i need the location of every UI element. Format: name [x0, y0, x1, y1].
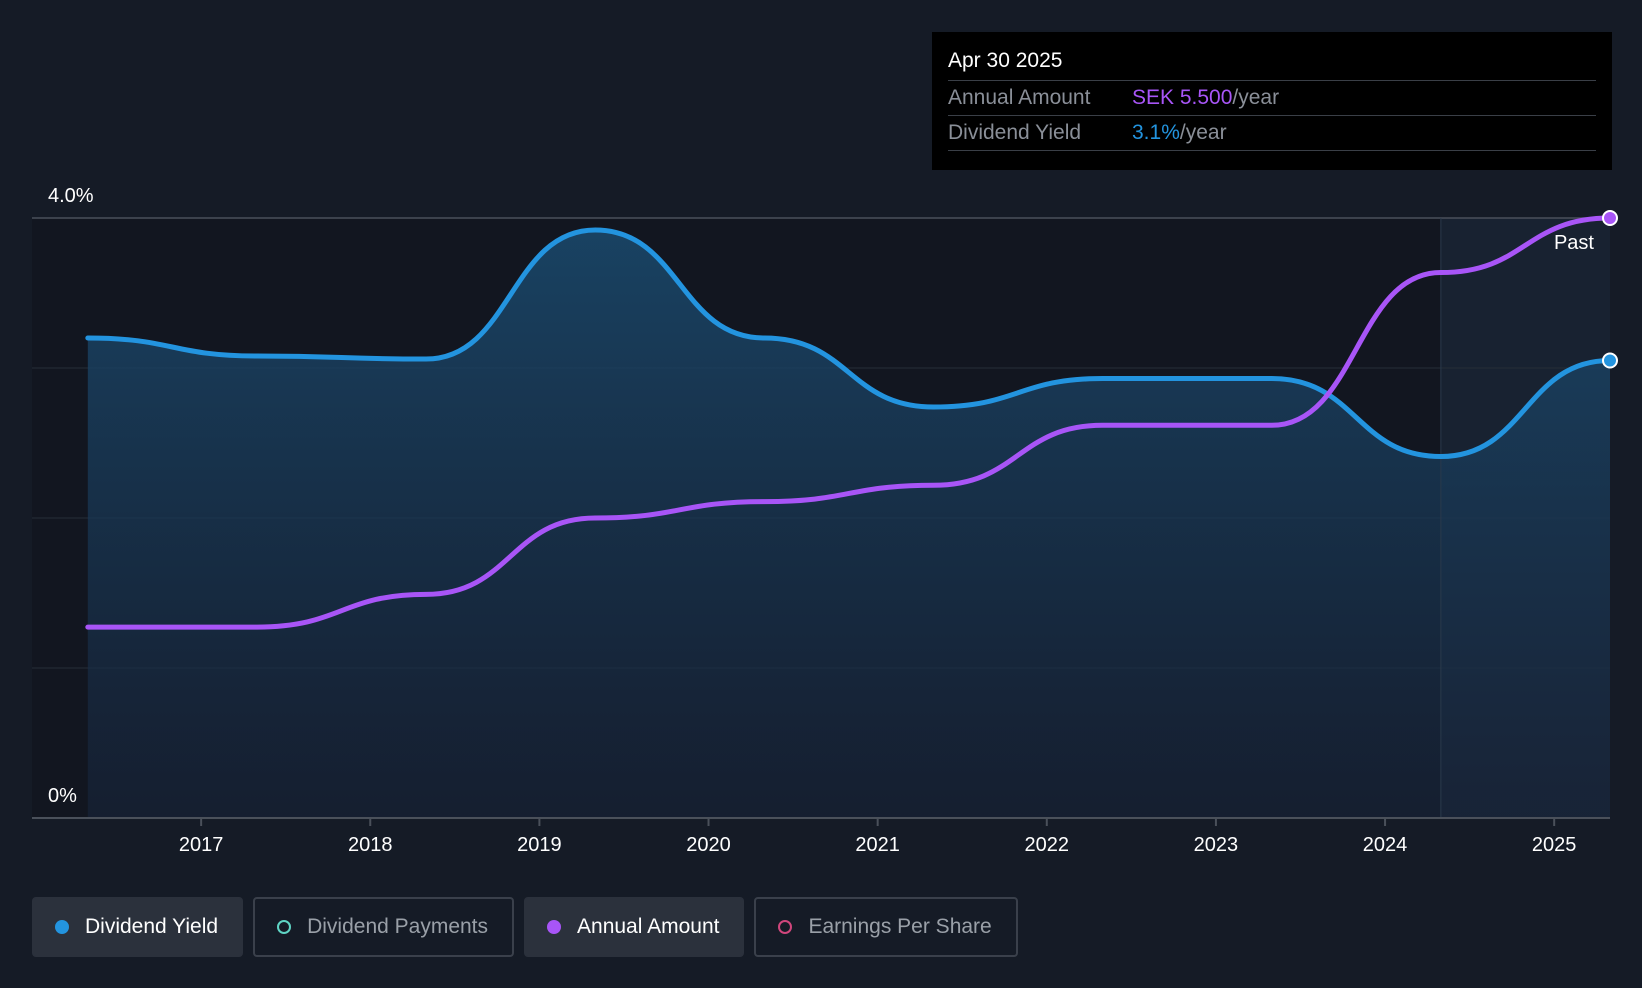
legend-ring-icon: [277, 920, 292, 934]
legend-label: Annual Amount: [577, 915, 720, 938]
legend-dot-icon: [547, 920, 562, 934]
legend-ring-icon: [778, 920, 793, 934]
legend-dot-icon: [55, 920, 69, 934]
tooltip-label: Dividend Yield: [948, 121, 1082, 144]
tooltip-row-annual-amount: Annual Amount SEK 5.500 /year: [948, 81, 1596, 116]
tooltip-value: 3.1%: [1132, 121, 1180, 144]
tooltip-value: SEK 5.500: [1132, 86, 1233, 109]
dividend-yield-area: [87, 230, 1611, 818]
x-tick-label: 2021: [855, 834, 900, 856]
legend-label: Earnings Per Share: [808, 915, 992, 938]
tooltip-unit: /year: [1232, 86, 1280, 109]
legend-item-dividend-yield[interactable]: Dividend Yield: [32, 897, 244, 957]
x-tick-label: 2020: [686, 834, 731, 856]
x-tick-label: 2018: [348, 834, 393, 856]
annual-amount-endpoint[interactable]: [1602, 210, 1618, 226]
x-tick-label: 2024: [1363, 834, 1408, 856]
tooltip-date: Apr 30 2025: [948, 46, 1596, 81]
x-tick-label: 2022: [1025, 834, 1070, 856]
dividend-yield-endpoint[interactable]: [1602, 352, 1618, 369]
y-tick-label-bottom: 0%: [48, 785, 77, 807]
tooltip: Apr 30 2025 Annual Amount SEK 5.500 /yea…: [932, 32, 1612, 170]
tooltip-unit: /year: [1179, 121, 1227, 144]
legend-item-annual-amount[interactable]: Annual Amount: [524, 897, 745, 957]
tooltip-row-dividend-yield: Dividend Yield 3.1% /year: [948, 116, 1596, 151]
tooltip-label: Annual Amount: [948, 86, 1091, 109]
x-tick-label: 2025: [1532, 834, 1577, 856]
dividend-yield-line: [85, 227, 1613, 460]
legend-label: Dividend Payments: [307, 915, 489, 938]
x-tick-label: 2017: [179, 834, 224, 856]
annual-amount-line: [85, 215, 1613, 630]
y-tick-label-top: 4.0%: [48, 185, 94, 207]
legend-item-dividend-payments[interactable]: Dividend Payments: [253, 897, 515, 957]
x-tick-label: 2023: [1194, 834, 1239, 856]
x-tick-label: 2019: [517, 834, 562, 856]
past-label: Past: [1554, 232, 1594, 254]
legend-label: Dividend Yield: [85, 915, 219, 938]
legend: Dividend Yield Dividend Payments Annual …: [32, 897, 1018, 957]
legend-item-earnings-per-share[interactable]: Earnings Per Share: [754, 897, 1018, 957]
x-axis-ticks: 2017 2018 2019 2020 2021 2022 2023 2024 2025: [179, 818, 1577, 856]
